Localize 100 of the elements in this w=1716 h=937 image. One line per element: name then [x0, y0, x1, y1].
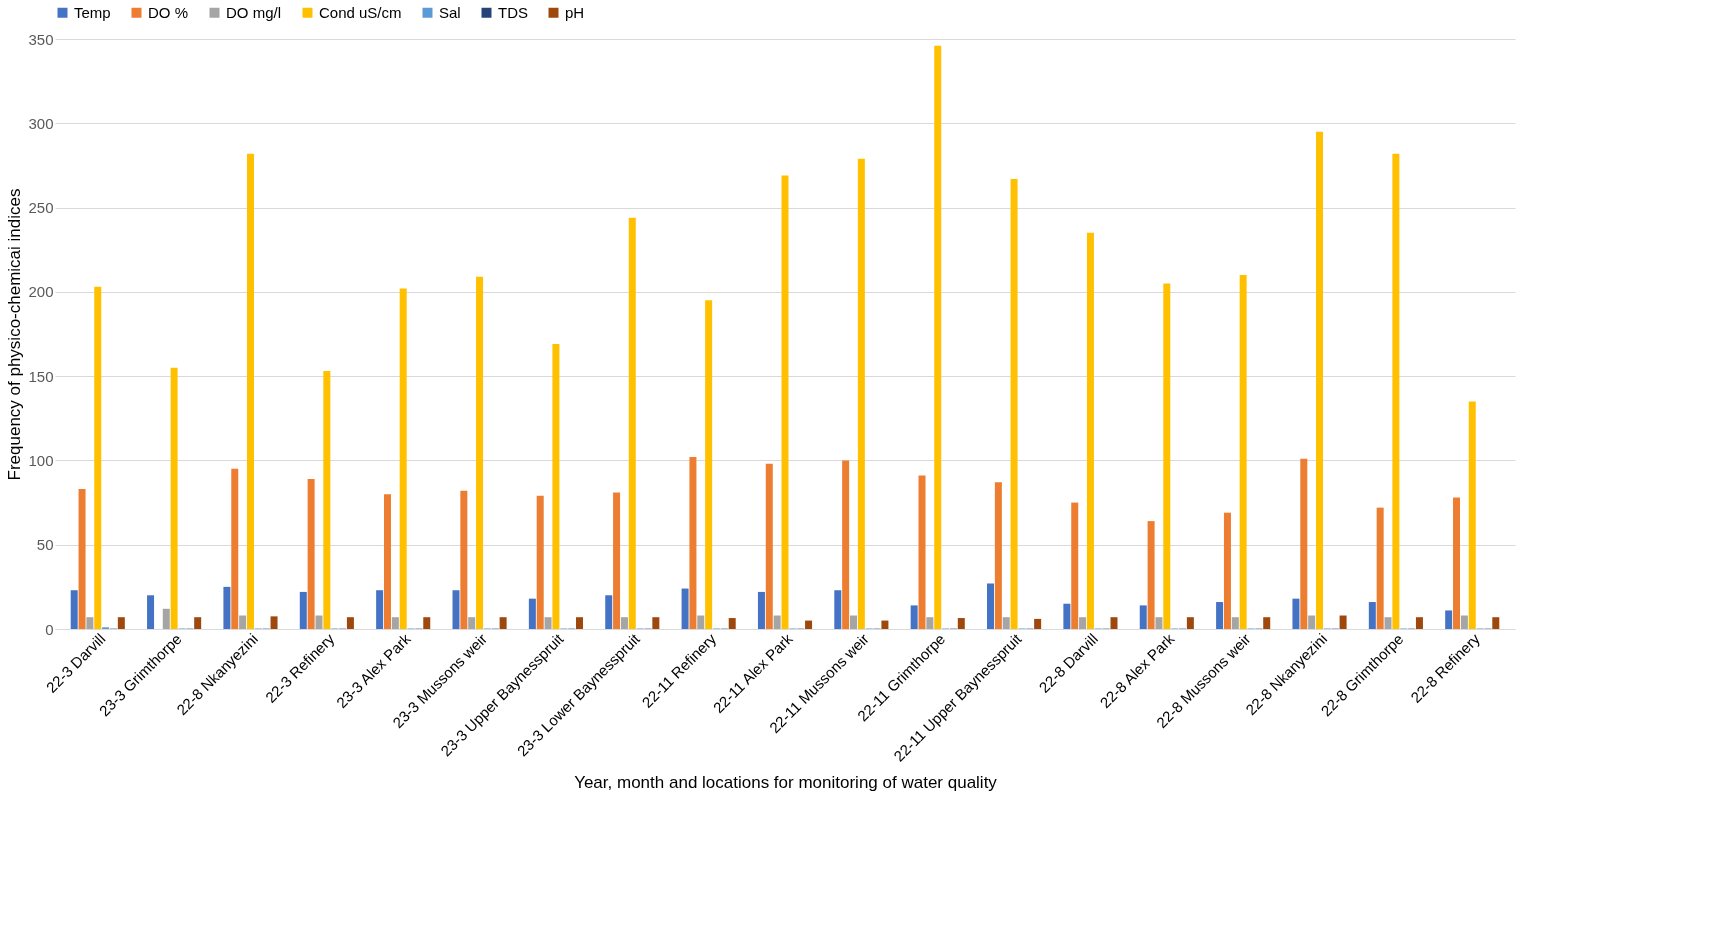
bar	[536, 495, 544, 629]
bar	[239, 615, 247, 629]
legend-label: Temp	[74, 3, 111, 21]
y-tick-label: 0	[45, 620, 54, 638]
bar	[299, 591, 307, 629]
bar	[476, 276, 484, 629]
bar	[399, 288, 407, 629]
bar	[1384, 617, 1392, 629]
bar	[781, 175, 789, 629]
bar	[620, 617, 628, 629]
bar	[1079, 617, 1087, 629]
bar	[918, 475, 926, 629]
y-tick-label: 350	[28, 30, 54, 48]
bar	[544, 617, 552, 629]
bar	[246, 153, 254, 629]
bar	[1147, 521, 1155, 629]
bar	[605, 595, 613, 629]
legend-label: Sal	[439, 3, 461, 21]
y-tick-label: 250	[28, 199, 54, 217]
bar	[628, 217, 636, 629]
bar	[423, 617, 431, 629]
bar	[1155, 617, 1163, 629]
x-axis-title: Year, month and locations for monitoring of water quality	[574, 772, 998, 792]
bar	[1468, 401, 1476, 629]
bar	[1308, 615, 1316, 629]
bar	[910, 605, 918, 629]
bar	[1163, 283, 1171, 629]
bar	[705, 300, 713, 629]
bar	[1376, 507, 1384, 629]
bar	[926, 617, 934, 629]
bar	[552, 344, 560, 629]
bar	[934, 45, 942, 629]
bar	[78, 489, 86, 629]
y-tick-label: 150	[28, 367, 54, 385]
bar	[1300, 458, 1308, 629]
y-axis-title: Frequency of physico-chemicai indices	[5, 188, 25, 481]
bar	[1216, 602, 1224, 629]
bar	[1263, 617, 1271, 629]
bar	[1110, 617, 1118, 629]
legend-label: DO %	[148, 3, 189, 21]
bar	[162, 608, 170, 629]
bar	[1010, 178, 1018, 629]
bar	[1460, 615, 1468, 629]
bar	[1063, 603, 1071, 629]
bar	[460, 490, 468, 629]
legend-label: Cond uS/cm	[319, 3, 402, 21]
bar	[1316, 131, 1324, 629]
bar	[307, 478, 315, 629]
bar	[1453, 497, 1461, 629]
bar	[834, 590, 842, 629]
bar	[270, 616, 278, 629]
bar	[1086, 232, 1094, 629]
bar	[681, 588, 689, 629]
bar	[70, 590, 78, 629]
bar	[1339, 615, 1347, 629]
bar	[757, 591, 765, 629]
bar	[315, 615, 323, 629]
y-tick-label: 100	[28, 451, 54, 469]
bar	[613, 492, 621, 629]
bar	[117, 617, 125, 629]
bar	[194, 617, 202, 629]
legend-label: DO mg/l	[226, 3, 282, 21]
bar	[1239, 275, 1247, 629]
bar	[1186, 617, 1194, 629]
bar	[842, 460, 850, 629]
bar	[223, 586, 231, 629]
bar	[147, 595, 155, 629]
bar	[697, 615, 705, 629]
bar	[857, 158, 865, 629]
bar	[94, 286, 102, 629]
bar	[994, 482, 1002, 629]
bar	[1071, 502, 1079, 629]
bar	[346, 617, 354, 629]
legend-label: TDS	[498, 3, 528, 21]
bar	[468, 617, 476, 629]
bar	[170, 367, 178, 629]
bar	[1034, 618, 1042, 629]
bar	[957, 618, 965, 629]
bar	[987, 583, 995, 629]
y-tick-label: 50	[36, 536, 54, 554]
bar	[1445, 610, 1453, 629]
bar	[323, 371, 331, 629]
bar	[1368, 602, 1376, 629]
bar	[231, 468, 239, 629]
y-tick-label: 200	[28, 283, 54, 301]
bar	[773, 615, 781, 629]
bar	[1223, 512, 1231, 629]
bar	[499, 617, 507, 629]
y-tick-label: 300	[28, 114, 54, 132]
bar	[1415, 617, 1423, 629]
bar	[805, 620, 813, 629]
bar	[575, 617, 583, 629]
bar	[765, 463, 773, 629]
bar	[376, 590, 384, 629]
bar	[881, 620, 889, 629]
bar	[1392, 153, 1400, 629]
bar	[1002, 617, 1010, 629]
bar	[728, 618, 736, 629]
bar	[86, 617, 94, 629]
bar	[689, 457, 697, 629]
